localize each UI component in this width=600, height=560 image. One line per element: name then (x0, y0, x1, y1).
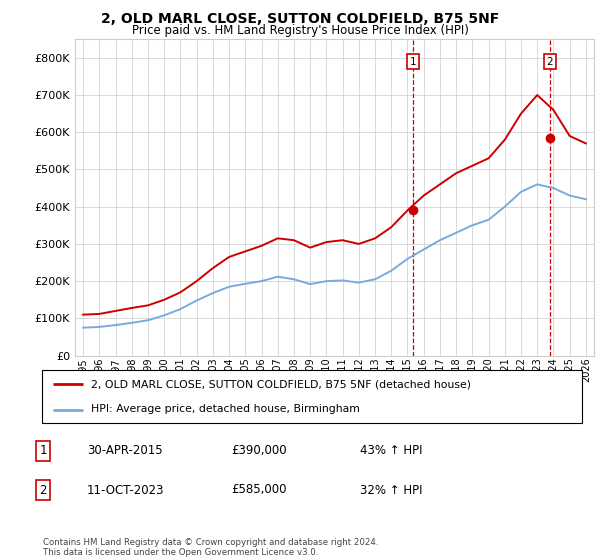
Text: £585,000: £585,000 (231, 483, 287, 497)
Text: £390,000: £390,000 (231, 444, 287, 458)
Text: 43% ↑ HPI: 43% ↑ HPI (360, 444, 422, 458)
Text: 2, OLD MARL CLOSE, SUTTON COLDFIELD, B75 5NF (detached house): 2, OLD MARL CLOSE, SUTTON COLDFIELD, B75… (91, 380, 470, 390)
Text: 1: 1 (40, 444, 47, 458)
Text: HPI: Average price, detached house, Birmingham: HPI: Average price, detached house, Birm… (91, 404, 359, 414)
Text: 32% ↑ HPI: 32% ↑ HPI (360, 483, 422, 497)
Text: 2, OLD MARL CLOSE, SUTTON COLDFIELD, B75 5NF: 2, OLD MARL CLOSE, SUTTON COLDFIELD, B75… (101, 12, 499, 26)
Text: 30-APR-2015: 30-APR-2015 (87, 444, 163, 458)
FancyBboxPatch shape (42, 370, 582, 423)
Text: Price paid vs. HM Land Registry's House Price Index (HPI): Price paid vs. HM Land Registry's House … (131, 24, 469, 36)
Text: 11-OCT-2023: 11-OCT-2023 (87, 483, 164, 497)
Text: 2: 2 (40, 483, 47, 497)
Text: Contains HM Land Registry data © Crown copyright and database right 2024.
This d: Contains HM Land Registry data © Crown c… (43, 538, 379, 557)
Text: 2: 2 (547, 57, 553, 67)
Text: 1: 1 (410, 57, 416, 67)
